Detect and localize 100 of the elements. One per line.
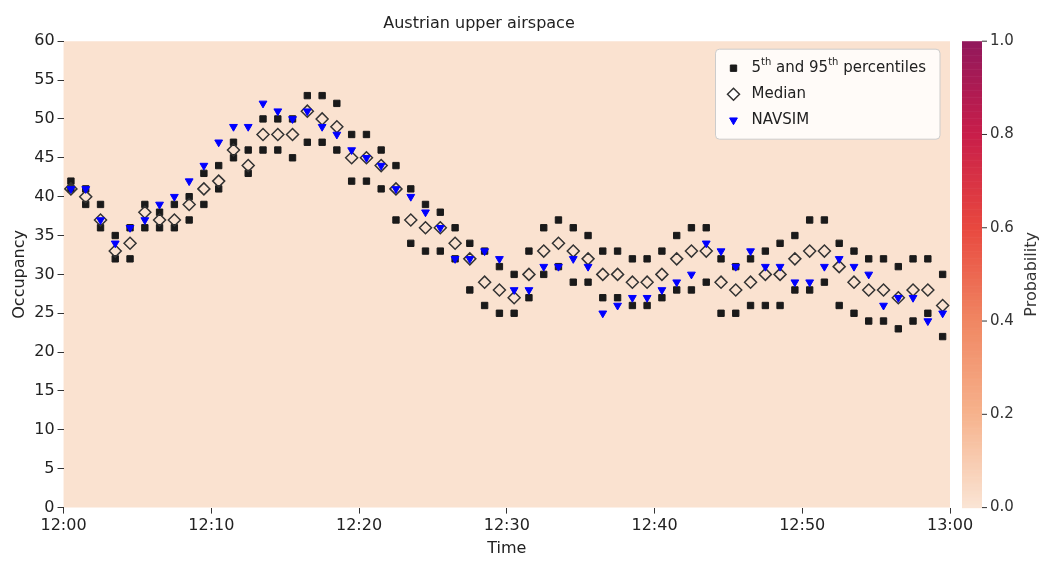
y-tick-label: 30 xyxy=(34,263,55,283)
point xyxy=(169,193,179,202)
point xyxy=(344,151,359,165)
point xyxy=(300,104,315,118)
point xyxy=(138,205,152,219)
point xyxy=(539,263,549,272)
point xyxy=(214,139,224,148)
point xyxy=(93,213,108,227)
point xyxy=(463,252,477,266)
point xyxy=(581,252,595,266)
point xyxy=(714,275,728,289)
point xyxy=(701,240,711,249)
point xyxy=(849,263,859,272)
color-bar-label: 0.8 xyxy=(990,124,1014,143)
point xyxy=(418,221,433,235)
legend-label: Median xyxy=(751,84,807,103)
color-bar-label: 1.0 xyxy=(990,31,1014,50)
point xyxy=(152,213,167,227)
point xyxy=(687,271,696,280)
chart-title: Austrian upper airspace xyxy=(383,12,575,32)
color-bar-label: 0.2 xyxy=(990,404,1014,423)
point xyxy=(347,147,357,156)
point xyxy=(226,143,241,157)
y-tick-label: 40 xyxy=(34,185,55,205)
y-tick-label: 25 xyxy=(34,302,55,322)
point xyxy=(568,256,578,264)
point xyxy=(155,201,164,210)
point xyxy=(123,236,137,251)
point xyxy=(596,267,610,282)
x-tick-label: 12:30 xyxy=(483,515,530,535)
point xyxy=(374,158,388,173)
point xyxy=(110,240,120,249)
point xyxy=(819,263,829,272)
point xyxy=(199,162,209,171)
point xyxy=(285,127,300,142)
point xyxy=(258,100,268,109)
point xyxy=(140,217,150,225)
point xyxy=(923,318,933,327)
y-tick-label: 10 xyxy=(34,419,55,439)
x-tick-label: 12:40 xyxy=(631,515,678,535)
y-tick-label: 45 xyxy=(34,146,55,166)
y-tick-label: 55 xyxy=(34,69,55,89)
point xyxy=(876,283,891,297)
point xyxy=(522,267,536,282)
point xyxy=(256,127,270,142)
point xyxy=(317,123,327,132)
point xyxy=(861,283,876,297)
point xyxy=(108,244,122,258)
point xyxy=(672,279,682,288)
point xyxy=(684,244,699,258)
point xyxy=(669,252,684,266)
y-tick-label: 0 xyxy=(44,496,55,516)
point xyxy=(507,290,521,305)
point xyxy=(359,151,374,165)
point xyxy=(536,244,551,258)
color-bar-label: 0.0 xyxy=(990,497,1014,516)
point xyxy=(598,310,608,319)
point xyxy=(834,256,844,264)
x-tick-label: 12:50 xyxy=(779,515,826,535)
point xyxy=(477,275,492,289)
point xyxy=(790,279,800,288)
point xyxy=(758,267,773,282)
point xyxy=(524,287,534,295)
x-tick-label: 13:00 xyxy=(926,515,974,535)
point xyxy=(716,248,726,257)
legend-label: NAVSIM xyxy=(751,110,810,129)
point xyxy=(448,236,462,251)
point xyxy=(938,310,948,319)
point xyxy=(891,290,906,305)
y-tick-label: 20 xyxy=(34,341,55,361)
y-axis-title: Occupancy xyxy=(8,230,28,319)
y-tick-label: 50 xyxy=(34,108,55,128)
point xyxy=(832,259,846,274)
point xyxy=(773,267,787,282)
x-tick-label: 12:10 xyxy=(188,515,235,535)
point xyxy=(273,108,283,117)
point xyxy=(332,131,342,140)
point xyxy=(492,283,507,297)
point xyxy=(699,244,713,258)
point xyxy=(404,213,418,227)
point xyxy=(566,244,581,258)
point xyxy=(906,283,920,297)
x-tick-label: 12:00 xyxy=(40,515,87,535)
point xyxy=(935,298,950,313)
point xyxy=(657,287,667,295)
y-tick-label: 35 xyxy=(34,224,55,244)
color-bar-label: 0.6 xyxy=(990,217,1014,236)
point xyxy=(743,275,758,289)
point xyxy=(315,112,329,126)
point xyxy=(433,221,448,235)
point xyxy=(627,294,637,303)
color-bar-title: Probability xyxy=(1021,232,1041,317)
point xyxy=(271,127,285,142)
point xyxy=(229,123,238,132)
point xyxy=(655,267,669,282)
x-tick-label: 12:20 xyxy=(335,515,383,535)
point xyxy=(817,244,832,258)
point xyxy=(625,275,640,289)
point xyxy=(406,193,416,202)
y-tick-label: 15 xyxy=(34,380,55,400)
